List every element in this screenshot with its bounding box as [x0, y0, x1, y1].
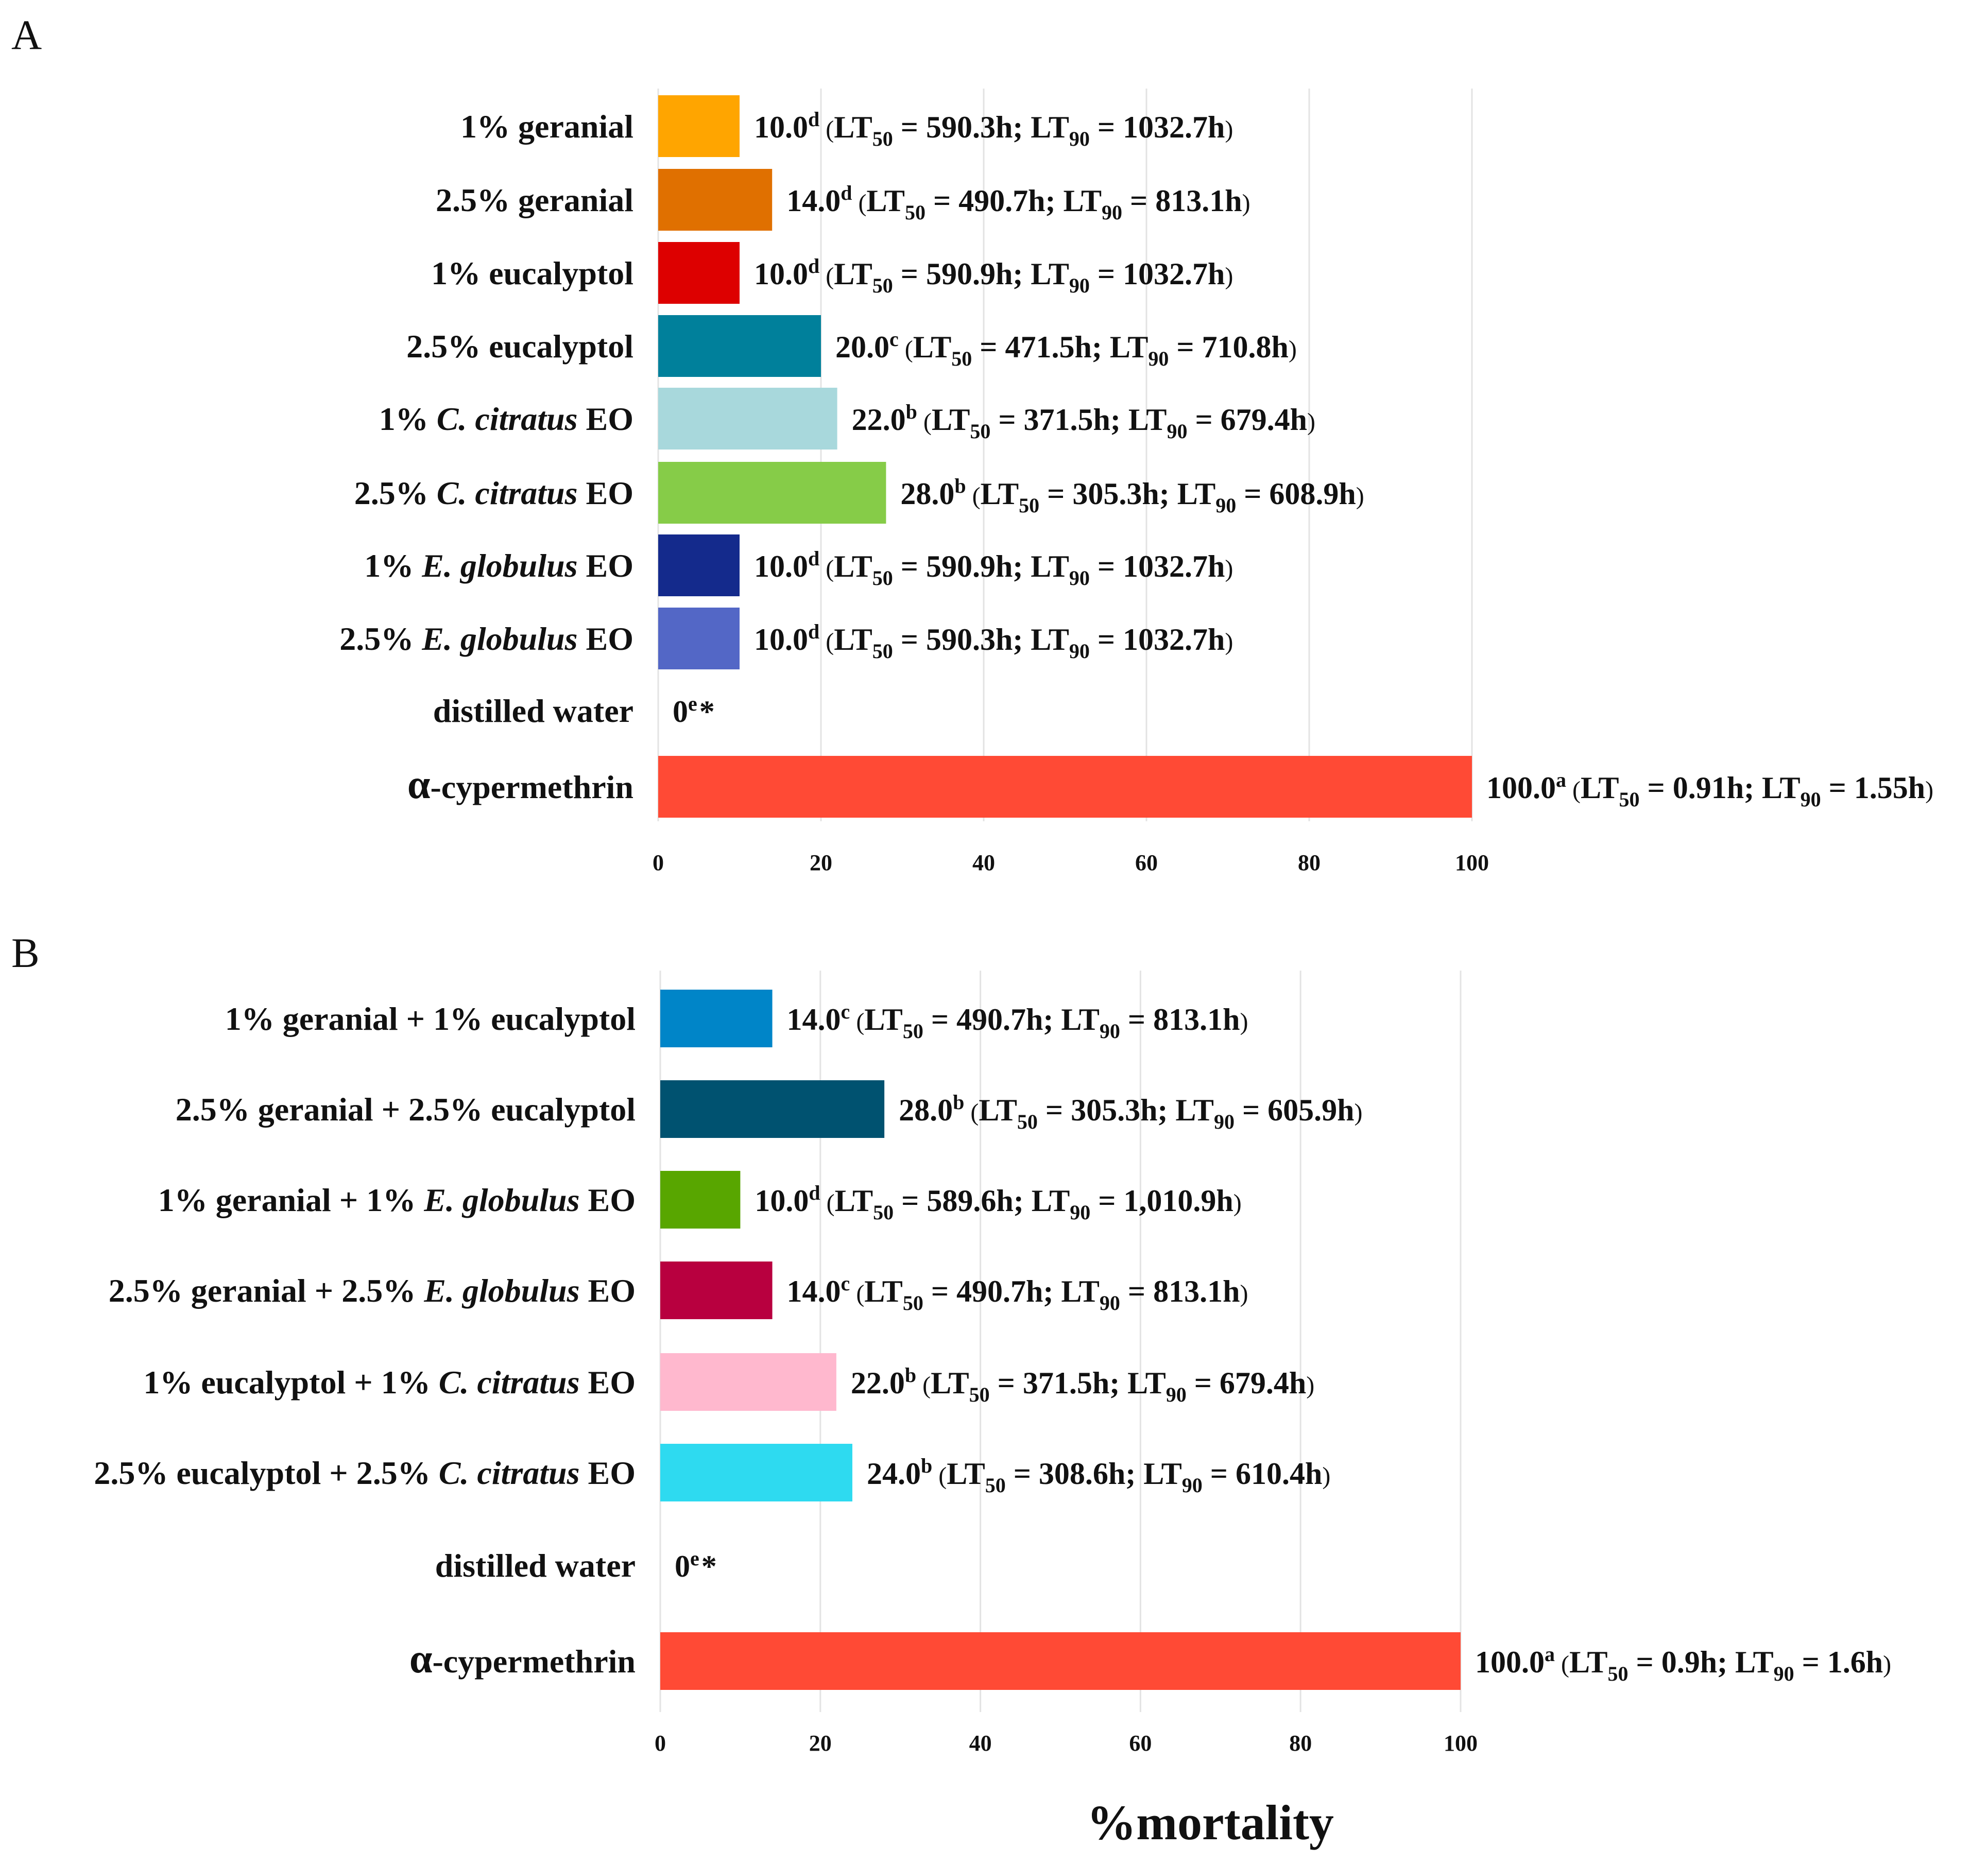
panel-a: A 0 20 40 60 80 100 1% geranial 10.0d (LT50 = 59…: [11, 11, 1933, 875]
bar: [660, 990, 773, 1047]
category-label: 2.5% geranial + 2.5% E. globulus EO: [109, 1272, 636, 1309]
panel-letter: A: [11, 11, 42, 58]
bar: [658, 169, 773, 231]
data-label: 14.0c (LT50 = 490.7h; LT90 = 813.1h): [787, 1000, 1248, 1043]
category-label: distilled water: [435, 1547, 636, 1584]
data-label: 14.0d (LT50 = 490.7h; LT90 = 813.1h): [786, 181, 1250, 224]
category-label: 1% eucalyptol + 1% C. citratus EO: [143, 1364, 636, 1401]
bar: [658, 315, 821, 377]
x-tick-label: 80: [1289, 1731, 1312, 1756]
data-label: 20.0c (LT50 = 471.5h; LT90 = 710.8h): [835, 327, 1297, 370]
data-label: 10.0d (LT50 = 589.6h; LT90 = 1,010.9h): [755, 1181, 1241, 1224]
x-axis-label: %mortality: [1087, 1795, 1334, 1850]
data-label: 100.0a (LT50 = 0.91h; LT90 = 1.55h): [1486, 768, 1933, 811]
bar: [658, 756, 1472, 818]
category-label: α-cypermethrin: [409, 1636, 636, 1682]
data-label: 10.0d (LT50 = 590.9h; LT90 = 1032.7h): [754, 547, 1233, 590]
bar: [660, 1262, 773, 1319]
x-tick-label: 100: [1455, 850, 1489, 875]
x-tick-label: 0: [653, 850, 664, 875]
category-label: 2.5% eucalyptol + 2.5% C. citratus EO: [94, 1455, 636, 1491]
category-label: 1% C. citratus EO: [379, 401, 633, 437]
category-label: 2.5% eucalyptol: [406, 328, 633, 365]
data-label: 28.0b (LT50 = 305.3h; LT90 = 608.9h): [900, 474, 1364, 517]
category-label: 2.5% geranial: [436, 182, 633, 218]
data-label: 14.0c (LT50 = 490.7h; LT90 = 813.1h): [787, 1272, 1248, 1315]
bar: [660, 1632, 1461, 1690]
data-label: 0e*: [673, 692, 715, 729]
data-label: 24.0b (LT50 = 308.6h; LT90 = 610.4h): [867, 1454, 1330, 1497]
category-label: 1% eucalyptol: [431, 255, 633, 291]
bar: [660, 1171, 741, 1229]
category-label: distilled water: [433, 693, 633, 729]
data-label: 22.0b (LT50 = 371.5h; LT90 = 679.4h): [851, 1363, 1314, 1406]
category-label: 1% geranial: [460, 108, 633, 145]
x-tick-label: 40: [972, 850, 995, 875]
category-label: 2.5% C. citratus EO: [354, 475, 633, 511]
panel-letter: B: [11, 929, 40, 976]
x-tick-label: 0: [655, 1731, 666, 1756]
x-tick-label: 40: [969, 1731, 992, 1756]
data-label: 10.0d (LT50 = 590.3h; LT90 = 1032.7h): [754, 620, 1233, 663]
category-label: 2.5% geranial + 2.5% eucalyptol: [176, 1091, 636, 1128]
category-label: 2.5% E. globulus EO: [339, 620, 633, 657]
category-label: 1% E. globulus EO: [364, 547, 633, 584]
data-label: 28.0b (LT50 = 305.3h; LT90 = 605.9h): [899, 1091, 1362, 1133]
bar: [660, 1353, 836, 1411]
category-label: 1% geranial + 1% E. globulus EO: [158, 1182, 636, 1218]
x-tick-label: 60: [1129, 1731, 1152, 1756]
data-label: 10.0d (LT50 = 590.3h; LT90 = 1032.7h): [754, 108, 1233, 150]
x-tick-label: 20: [810, 850, 832, 875]
x-tick-label: 20: [809, 1731, 832, 1756]
bar: [658, 534, 740, 596]
bar: [660, 1080, 885, 1138]
data-label: 10.0d (LT50 = 590.9h; LT90 = 1032.7h): [754, 254, 1233, 297]
data-label: 22.0b (LT50 = 371.5h; LT90 = 679.4h): [852, 400, 1315, 443]
bar: [658, 388, 837, 450]
bar: [658, 608, 740, 669]
bar: [658, 242, 740, 304]
panel-b: B 0 20 40 60 80 100 1% geranial + 1% eucalyptol…: [11, 929, 1891, 1756]
data-label: 100.0a (LT50 = 0.9h; LT90 = 1.6h): [1475, 1643, 1891, 1685]
category-label: α-cypermethrin: [407, 762, 633, 807]
bar: [658, 95, 740, 157]
category-label: 1% geranial + 1% eucalyptol: [225, 1000, 636, 1037]
x-tick-label: 60: [1135, 850, 1158, 875]
x-tick-label: 100: [1444, 1731, 1478, 1756]
bar: [658, 462, 886, 524]
x-tick-label: 80: [1298, 850, 1321, 875]
bar: [660, 1444, 852, 1501]
data-label: 0e*: [675, 1547, 717, 1583]
